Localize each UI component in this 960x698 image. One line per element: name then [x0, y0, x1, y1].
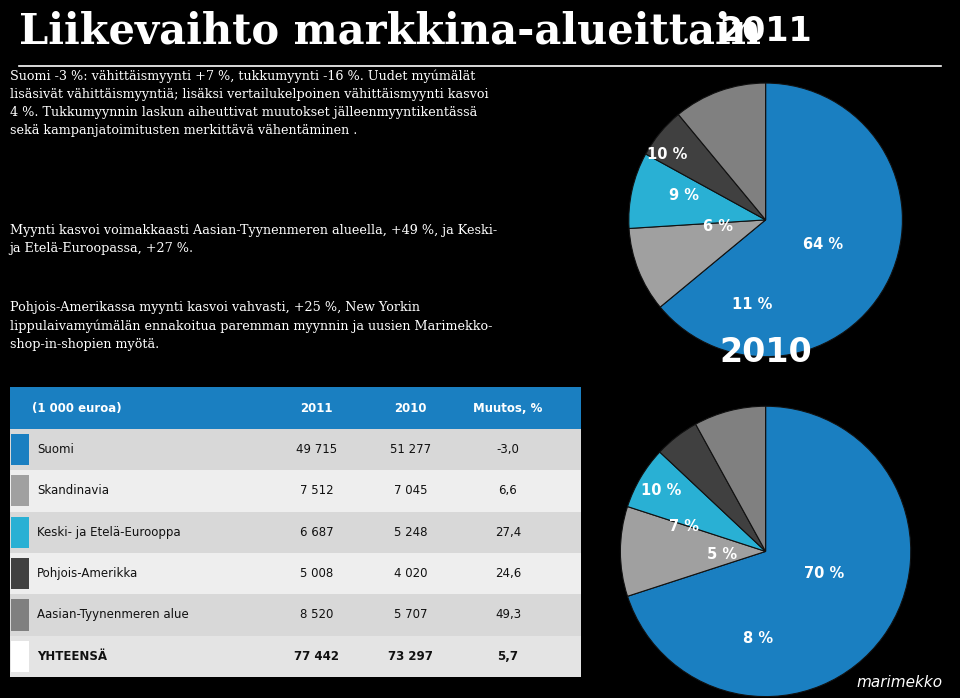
- Text: 6,6: 6,6: [498, 484, 517, 498]
- Title: 2010: 2010: [719, 336, 812, 369]
- FancyBboxPatch shape: [11, 558, 29, 589]
- Text: (1 000 euroa): (1 000 euroa): [33, 401, 122, 415]
- FancyBboxPatch shape: [10, 553, 581, 594]
- Text: 7 045: 7 045: [395, 484, 427, 498]
- Wedge shape: [620, 507, 765, 596]
- Text: Suomi -3 %: vähittäismyynti +7 %, tukkumyynti -16 %. Uudet myúmälät
lisäsivät vä: Suomi -3 %: vähittäismyynti +7 %, tukkum…: [10, 70, 489, 138]
- FancyBboxPatch shape: [11, 475, 29, 506]
- Wedge shape: [660, 83, 902, 357]
- Text: Pohjois-Amerikassa myynti kasvoi vahvasti, +25 %, New Yorkin
lippulaivamyúmälän : Pohjois-Amerikassa myynti kasvoi vahvast…: [10, 301, 492, 350]
- Text: Myynti kasvoi voimakkaasti Aasian-Tyynenmeren alueella, +49 %, ja Keski-
ja Etel: Myynti kasvoi voimakkaasti Aasian-Tyynen…: [10, 224, 496, 255]
- Text: Aasian-Tyynenmeren alue: Aasian-Tyynenmeren alue: [37, 609, 189, 621]
- FancyBboxPatch shape: [10, 387, 581, 429]
- Text: 11 %: 11 %: [732, 297, 772, 312]
- Text: 8 520: 8 520: [300, 609, 333, 621]
- Wedge shape: [646, 114, 766, 220]
- Wedge shape: [629, 220, 766, 307]
- Text: YHTEENSÄ: YHTEENSÄ: [37, 650, 107, 663]
- Wedge shape: [629, 154, 766, 228]
- Wedge shape: [696, 406, 766, 551]
- Wedge shape: [628, 452, 765, 551]
- FancyBboxPatch shape: [11, 517, 29, 548]
- Text: 70 %: 70 %: [804, 565, 844, 581]
- Text: 6 687: 6 687: [300, 526, 333, 539]
- Text: Suomi: Suomi: [37, 443, 74, 456]
- Text: 5,7: 5,7: [497, 650, 518, 663]
- Wedge shape: [628, 406, 911, 697]
- FancyBboxPatch shape: [11, 434, 29, 465]
- Text: 6 %: 6 %: [703, 219, 732, 235]
- Text: 2010: 2010: [395, 401, 427, 415]
- Text: 4 020: 4 020: [395, 567, 427, 580]
- Text: 5 707: 5 707: [395, 609, 427, 621]
- Text: 49 715: 49 715: [296, 443, 337, 456]
- Text: Liikevaihto markkina-alueittain: Liikevaihto markkina-alueittain: [19, 10, 761, 52]
- Text: 7 %: 7 %: [669, 519, 699, 534]
- Text: 24,6: 24,6: [494, 567, 521, 580]
- Text: Pohjois-Amerikka: Pohjois-Amerikka: [37, 567, 138, 580]
- FancyBboxPatch shape: [10, 429, 581, 470]
- Title: 2011: 2011: [719, 15, 812, 47]
- Text: Skandinavia: Skandinavia: [37, 484, 109, 498]
- Text: 49,3: 49,3: [495, 609, 521, 621]
- FancyBboxPatch shape: [10, 470, 581, 512]
- Text: Keski- ja Etelä-Eurooppa: Keski- ja Etelä-Eurooppa: [37, 526, 180, 539]
- FancyBboxPatch shape: [11, 600, 29, 630]
- Text: 9 %: 9 %: [668, 188, 699, 202]
- Text: 64 %: 64 %: [803, 237, 843, 252]
- Text: 73 297: 73 297: [389, 650, 433, 663]
- Text: 10 %: 10 %: [641, 483, 682, 498]
- Text: 2011: 2011: [300, 401, 333, 415]
- Text: marimekko: marimekko: [856, 675, 943, 690]
- FancyBboxPatch shape: [10, 512, 581, 553]
- FancyBboxPatch shape: [10, 594, 581, 636]
- Text: 10 %: 10 %: [647, 147, 687, 162]
- FancyBboxPatch shape: [10, 636, 581, 677]
- Text: 8 %: 8 %: [743, 631, 774, 646]
- Text: Muutos, %: Muutos, %: [473, 401, 542, 415]
- Text: 5 008: 5 008: [300, 567, 333, 580]
- Text: -3,0: -3,0: [496, 443, 519, 456]
- FancyBboxPatch shape: [11, 641, 29, 672]
- Text: 77 442: 77 442: [294, 650, 339, 663]
- Wedge shape: [679, 83, 766, 220]
- Text: 5 %: 5 %: [707, 547, 737, 562]
- Wedge shape: [660, 424, 765, 551]
- Text: 5 248: 5 248: [395, 526, 427, 539]
- Text: 27,4: 27,4: [494, 526, 521, 539]
- Text: 51 277: 51 277: [391, 443, 431, 456]
- Text: 7 512: 7 512: [300, 484, 333, 498]
